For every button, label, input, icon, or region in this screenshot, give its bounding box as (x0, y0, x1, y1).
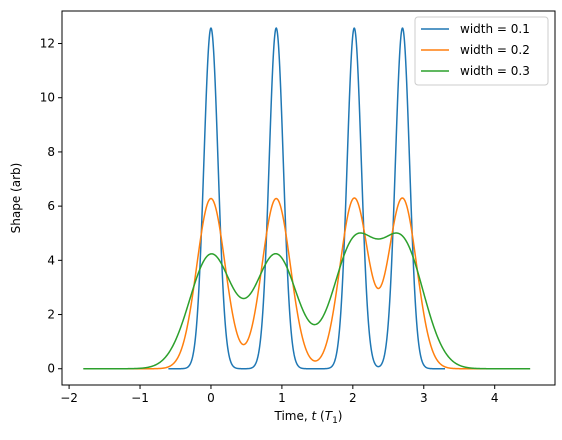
y-tick-label: 0 (47, 362, 55, 376)
plot-frame (61, 10, 556, 386)
legend-box (414, 16, 549, 86)
x-axis-ticks: −2 −1 0 1 2 3 4 (60, 385, 499, 405)
y-axis-label: Shape (arb) (9, 163, 23, 234)
y-tick-label: 8 (47, 145, 55, 159)
x-tick-label: −1 (131, 391, 149, 405)
y-axis-ticks: 0 2 4 6 8 10 12 (40, 37, 62, 376)
y-tick-label: 10 (40, 91, 55, 105)
x-tick-label: 2 (349, 391, 357, 405)
legend-label-2: width = 0.2 (460, 43, 530, 57)
legend-label-1: width = 0.1 (460, 22, 530, 36)
series-line-3 (83, 232, 531, 370)
x-tick-label: 3 (420, 391, 428, 405)
series-line-2 (125, 197, 488, 370)
y-tick-label: 2 (47, 308, 55, 322)
x-tick-label: 4 (491, 391, 499, 405)
x-tick-label: −2 (60, 391, 78, 405)
y-tick-label: 4 (47, 253, 55, 267)
y-tick-label: 12 (40, 37, 55, 51)
x-axis-label: Time, t (T1) (274, 409, 343, 426)
series-line-1 (167, 27, 446, 370)
x-tick-label: 0 (207, 391, 215, 405)
series-lines (83, 27, 531, 370)
legend: width = 0.1 width = 0.2 width = 0.3 (414, 16, 549, 86)
legend-label-3: width = 0.3 (460, 64, 530, 78)
x-tick-label: 1 (278, 391, 286, 405)
y-tick-label: 6 (47, 199, 55, 213)
